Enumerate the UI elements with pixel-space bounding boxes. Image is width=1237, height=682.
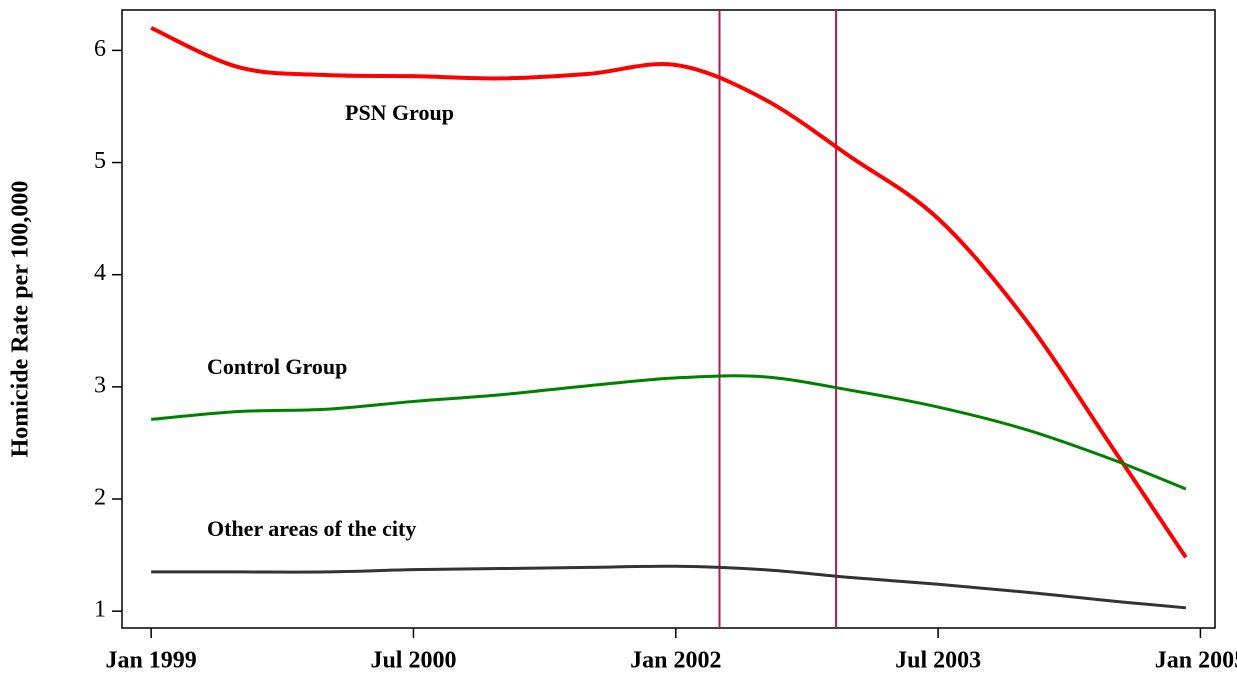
y-tick-label: 6: [94, 36, 106, 62]
y-tick-label: 1: [94, 597, 106, 623]
x-tick-label: Jan 1999: [105, 648, 196, 674]
y-axis-label: Homicide Rate per 100,000: [8, 181, 34, 458]
series-label: PSN Group: [345, 100, 454, 125]
x-tick-label: Jan 2002: [630, 648, 721, 674]
series-label: Control Group: [207, 354, 347, 379]
x-tick-label: Jul 2000: [370, 648, 456, 674]
x-tick-label: Jul 2003: [895, 648, 981, 674]
series-line: [151, 564, 1186, 610]
series-label: Other areas of the city: [207, 516, 416, 541]
series-line: [150, 26, 1188, 559]
plot-frame: [121, 9, 1216, 629]
y-tick-label: 5: [94, 148, 106, 174]
x-tick-label: Jan 2005: [1155, 648, 1237, 674]
y-tick-label: 2: [94, 485, 106, 511]
series-line: [151, 374, 1187, 491]
y-tick-label: 4: [94, 260, 106, 286]
y-tick-label: 3: [94, 372, 106, 398]
